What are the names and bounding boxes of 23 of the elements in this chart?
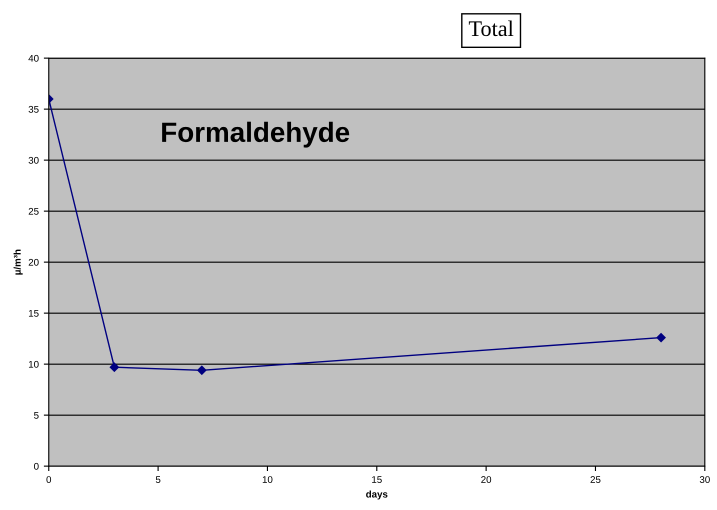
x-tick-label: 5 — [156, 476, 160, 484]
x-tick-label: 0 — [46, 476, 52, 484]
y-tick-label: 35 — [28, 106, 39, 113]
y-tick-label: 15 — [28, 310, 39, 317]
x-tick-label: 25 — [590, 476, 600, 484]
y-tick-label: 25 — [28, 208, 39, 215]
text: Total — [468, 20, 514, 36]
y-axis-title: µ/m³h — [14, 250, 23, 275]
y-tick-label: 20 — [28, 258, 39, 266]
y-tick-label: 0 — [34, 462, 39, 470]
y-tick-label: 5 — [34, 412, 39, 419]
point — [656, 332, 666, 342]
x-tick-label: 15 — [372, 476, 382, 484]
x-tick-label: 10 — [262, 476, 272, 484]
y-tick-label: 10 — [28, 360, 39, 368]
text: Formaldehyde — [162, 122, 350, 148]
x-axis-title: days — [366, 490, 388, 500]
point — [197, 366, 206, 375]
x-tick-label: 30 — [700, 476, 710, 484]
y-tick-label: 30 — [28, 156, 39, 164]
x-tick-label: 20 — [481, 476, 492, 484]
y-tick-label: 40 — [28, 54, 39, 62]
point — [110, 362, 119, 372]
